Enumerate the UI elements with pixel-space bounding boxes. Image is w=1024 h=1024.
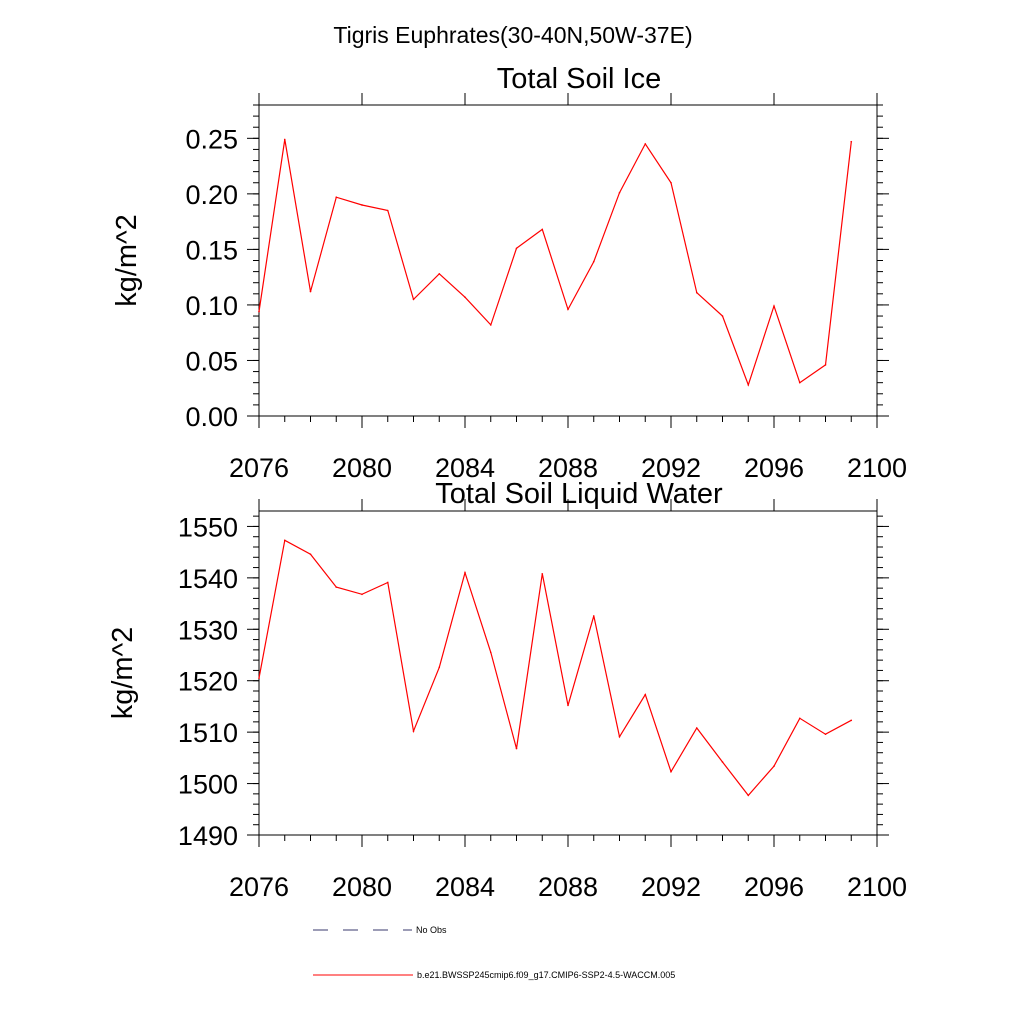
data-point-2094 [721,315,724,317]
chart-title: Total Soil Ice [497,63,661,95]
x-tick-label-2076: 2076 [229,453,289,483]
data-point-2076 [258,310,260,313]
data-point-2080 [361,204,363,206]
data-point-2085 [489,651,492,654]
x-tick-label-2080: 2080 [332,453,392,483]
y-tick-label-1530: 1530 [178,615,238,645]
data-point-2092 [670,181,672,184]
y-axis-label: kg/m^2 [111,214,143,307]
data-point-2097 [798,717,801,720]
data-point-2077 [283,138,286,141]
data-point-2091 [644,693,647,696]
data-point-2083 [438,273,441,275]
data-point-2092 [670,770,672,773]
y-tick-label-1500: 1500 [178,770,238,800]
legend-label: b.e21.BWSSP245cmip6.f09_g17.CMIP6-SSP2-4… [417,970,675,980]
y-tick-label-1520: 1520 [178,667,238,697]
chart-title: Total Soil Liquid Water [435,478,723,510]
data-point-2078 [309,553,312,555]
data-point-2099 [850,140,853,143]
data-point-2098 [824,364,827,366]
data-point-2079 [335,196,338,198]
x-tick-label-2100: 2100 [847,872,907,902]
data-point-2097 [798,381,801,384]
data-point-2098 [824,733,827,735]
data-point-2083 [438,666,441,669]
y-tick-label-0-10: 0.10 [185,291,238,321]
y-tick-label-1540: 1540 [178,564,238,594]
x-tick-label-2092: 2092 [641,453,701,483]
x-tick-label-2084: 2084 [435,453,495,483]
y-axis-label: kg/m^2 [107,627,139,720]
x-tick-label-2096: 2096 [744,872,804,902]
x-tick-label-2084: 2084 [435,872,495,902]
data-point-2093 [695,727,698,729]
data-point-2088 [567,704,569,707]
figure-suptitle: Tigris Euphrates(30-40N,50W-37E) [333,22,692,48]
data-point-2096 [773,305,775,307]
data-point-2084 [464,296,466,298]
data-point-2093 [695,291,698,294]
y-tick-label-0-00: 0.00 [185,402,238,432]
legend-label: No Obs [416,925,447,935]
data-point-2086 [515,747,518,750]
data-point-2099 [850,719,853,722]
x-tick-label-2080: 2080 [332,872,392,902]
data-point-2078 [309,290,312,293]
y-tick-label-1510: 1510 [178,718,238,748]
data-point-2087 [541,572,544,575]
data-point-2089 [592,615,595,617]
data-point-2089 [592,260,595,263]
series-line [258,139,852,387]
data-point-2082 [412,298,415,301]
data-point-2076 [258,677,260,679]
chart-panel-total-soil-ice: 2076 2080 2084 2088 2092 2096 2100 0.00 0.05 0.10… [111,63,907,483]
data-point-2090 [618,735,621,738]
x-tick-label-2092: 2092 [641,872,701,902]
x-tick-label-2076: 2076 [229,872,289,902]
data-point-2091 [644,143,647,145]
data-point-2090 [618,191,621,194]
y-tick-label-0-20: 0.20 [185,180,238,210]
data-point-2081 [386,209,389,212]
data-point-2082 [412,730,415,732]
y-tick-label-0-25: 0.25 [185,124,238,154]
data-point-2088 [567,308,569,311]
data-point-2087 [541,228,544,231]
y-tick-label-0-15: 0.15 [185,235,238,265]
data-point-2081 [386,581,389,584]
y-tick-label-1550: 1550 [178,512,238,542]
y-tick-label-0-05: 0.05 [185,346,238,376]
x-tick-label-2088: 2088 [538,453,598,483]
x-tick-label-2100: 2100 [847,453,907,483]
data-point-2095 [747,384,750,386]
data-point-2094 [721,761,724,763]
data-point-2077 [283,539,286,542]
data-point-2096 [773,765,775,767]
y-tick-label-1490: 1490 [178,821,238,851]
data-point-2079 [335,586,338,588]
legend: No Obs b.e21.BWSSP245cmip6.f09_g17.CMIP6-… [313,925,675,980]
data-point-2095 [747,794,750,797]
data-point-2086 [515,247,518,250]
x-tick-label-2088: 2088 [538,872,598,902]
data-point-2080 [361,593,363,596]
x-tick-label-2096: 2096 [744,453,804,483]
series-line [258,539,852,797]
data-point-2085 [489,324,492,326]
chart-panel-total-soil-liquid-water: 2076 2080 2084 2088 2092 2096 2100 1490 1500 1510… [107,478,907,902]
data-point-2084 [464,571,466,574]
